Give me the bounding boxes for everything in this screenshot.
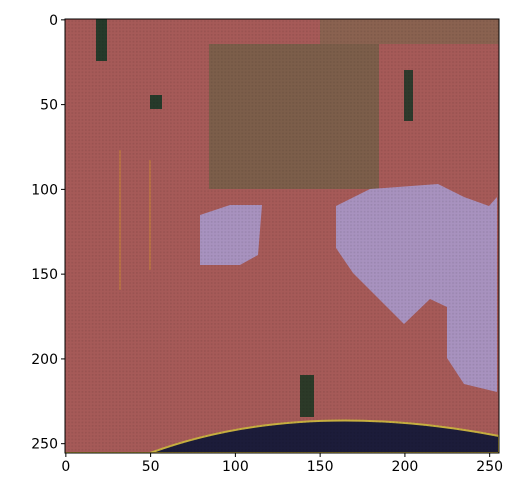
image-texture: [65, 19, 499, 453]
image: [65, 19, 499, 453]
x-tick-label: 250: [476, 459, 503, 475]
y-tick-label: 150: [31, 267, 58, 283]
y-tick-label: 200: [31, 352, 58, 368]
y-tick-label: 50: [40, 98, 58, 114]
y-tick-label: 0: [49, 13, 58, 29]
y-tick-label: 250: [31, 437, 58, 453]
x-tick-label: 200: [392, 459, 419, 475]
x-tick-label: 100: [222, 459, 249, 475]
x-tick-label: 0: [61, 459, 70, 475]
x-tick-label: 150: [307, 459, 334, 475]
x-tick-label: 50: [142, 459, 160, 475]
axes-frame: [64, 18, 500, 454]
y-tick-label: 100: [31, 182, 58, 198]
